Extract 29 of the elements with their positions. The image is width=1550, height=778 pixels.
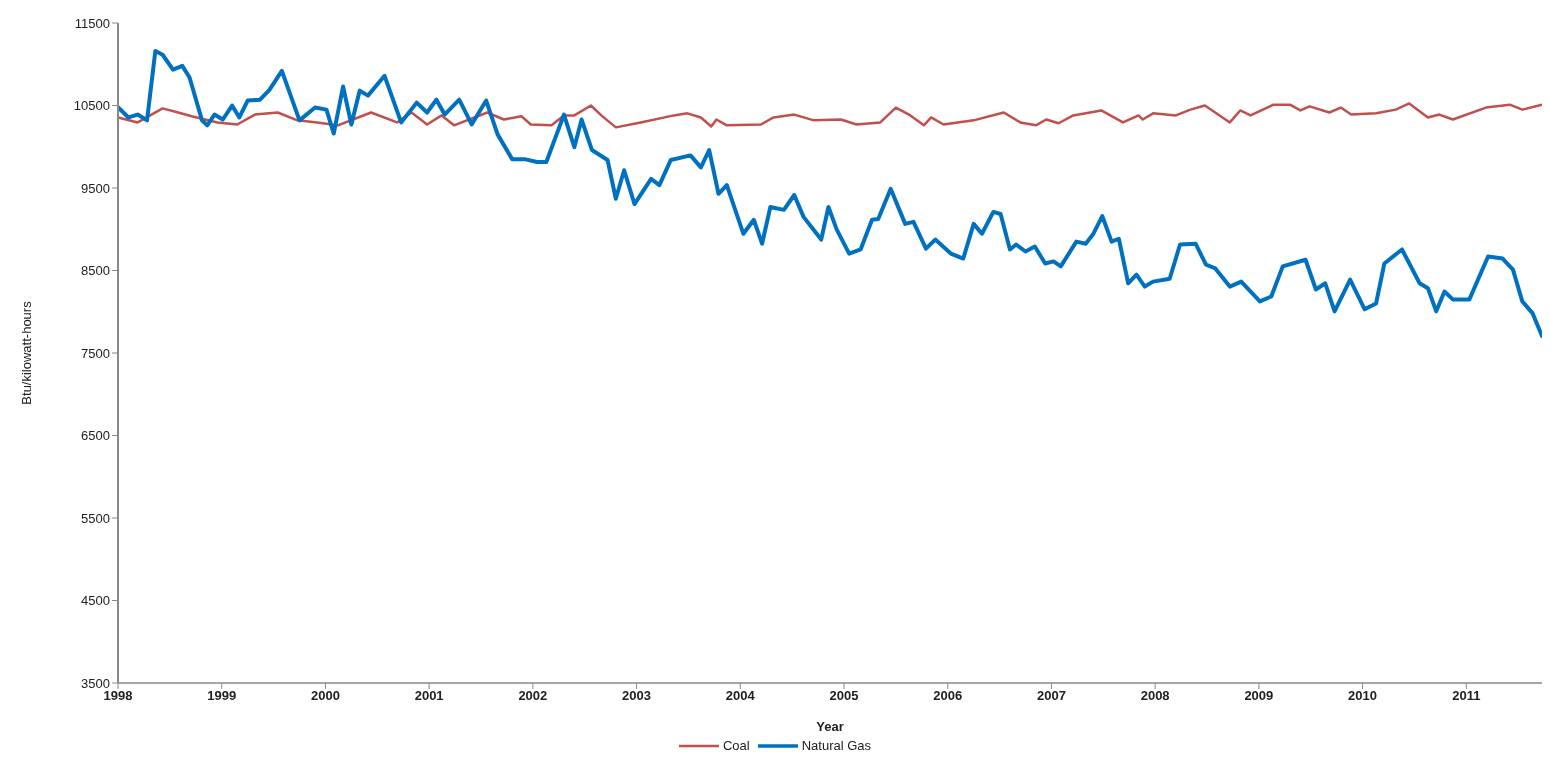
y-axis-title: Btu/kilowatt-hours — [18, 300, 34, 405]
x-tick-label: 2000 — [310, 688, 340, 704]
line-series — [118, 49, 1542, 339]
y-tick-label: 4500 — [81, 593, 110, 609]
x-tick-label: 2007 — [1036, 688, 1066, 704]
y-tick-label: 11500 — [74, 15, 110, 31]
y-tick-label: 7500 — [81, 345, 110, 361]
y-tick-label: 6500 — [81, 428, 110, 444]
x-tick-label: 2011 — [1452, 688, 1481, 704]
x-axis-title: Year — [816, 719, 844, 734]
x-tick-label: 1998 — [103, 688, 133, 704]
line-series — [118, 102, 1542, 129]
legend-label: Coal — [722, 738, 750, 753]
x-tick-label: 2005 — [829, 688, 859, 704]
x-tick-label: 1999 — [207, 688, 237, 704]
y-tick-label: 8500 — [81, 263, 110, 279]
y-tick-label: 9500 — [81, 180, 110, 196]
y-tick-label: 10500 — [73, 98, 110, 114]
y-tick-label: 3500 — [81, 675, 110, 691]
x-tick-label: 2001 — [414, 688, 444, 704]
y-tick-label: 5500 — [81, 510, 110, 526]
x-tick-label: 2009 — [1244, 688, 1274, 704]
legend-label: Natural Gas — [801, 738, 872, 753]
x-tick-label: 2002 — [518, 688, 548, 704]
x-tick-label: 2010 — [1348, 688, 1378, 704]
x-tick-label: 2008 — [1140, 688, 1170, 704]
x-tick-label: 2006 — [933, 688, 963, 704]
x-tick-label: 2004 — [725, 688, 756, 704]
x-tick-label: 2003 — [622, 688, 652, 704]
